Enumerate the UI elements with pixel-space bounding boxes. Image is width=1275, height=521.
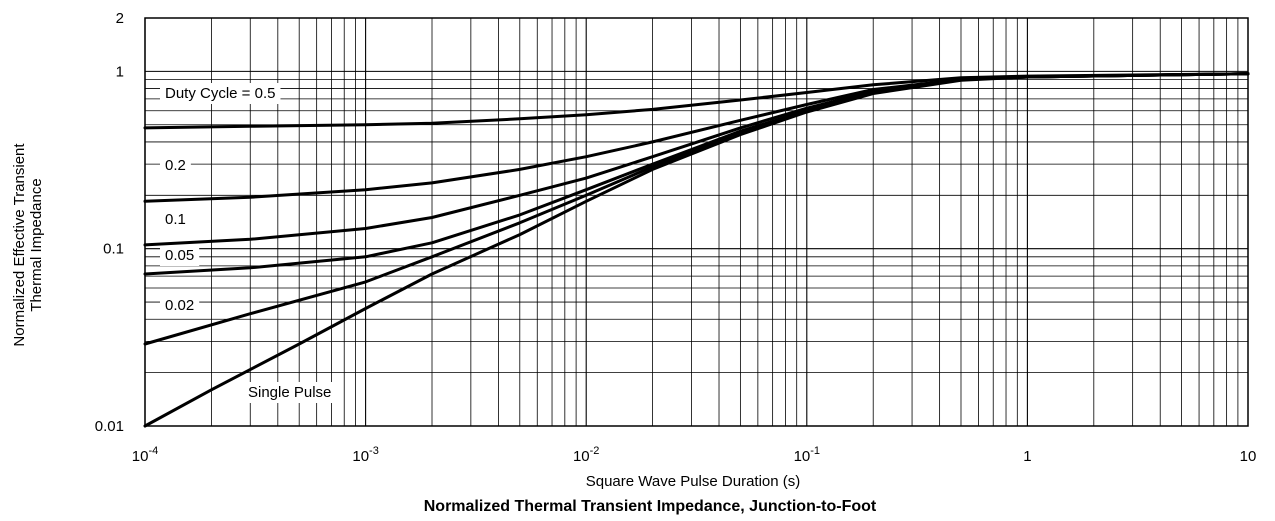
y-tick-label: 1 — [116, 63, 124, 80]
plot-frame — [144, 17, 1249, 427]
series-line-1 — [143, 72, 1250, 203]
grid — [144, 18, 1248, 426]
series-label-5: Single Pulse — [248, 384, 331, 401]
series-label-bg-5 — [243, 382, 337, 403]
series-label-3: 0.05 — [165, 247, 194, 264]
series-label-bg-4 — [160, 295, 200, 316]
x-tick-labels: 10-4 10-3 10-2 10-1 1 10 — [132, 445, 1257, 465]
y-axis-label-line-2: Thermal Impedance — [28, 178, 45, 311]
y-tick-labels: 0.01 0.1 1 2 — [95, 10, 124, 435]
series-label-bg-3 — [160, 245, 200, 266]
x-tick-label: 10-2 — [573, 445, 599, 465]
series-line-2 — [143, 72, 1250, 247]
series-line-4 — [143, 72, 1250, 346]
y-tick-label: 2 — [116, 10, 124, 27]
series-label-2: 0.1 — [165, 211, 186, 228]
series-label-bg-1 — [160, 155, 191, 176]
chart-title: Normalized Thermal Transient Impedance, … — [424, 498, 877, 515]
series-line-0 — [143, 72, 1250, 130]
x-tick-label: 1 — [1023, 448, 1031, 465]
x-tick-label: 10-3 — [352, 445, 378, 465]
y-tick-label: 0.01 — [95, 418, 124, 435]
x-tick-label: 10 — [1240, 448, 1257, 465]
y-axis-label-line-1: Normalized Effective Transient — [11, 143, 28, 347]
series-label-1: 0.2 — [165, 157, 186, 174]
x-axis-label: Square Wave Pulse Duration (s) — [586, 473, 801, 490]
x-tick-label: 10-1 — [794, 445, 820, 465]
x-tick-label: 10-4 — [132, 445, 158, 465]
series-label-0: Duty Cycle = 0.5 — [165, 85, 275, 102]
series-labels: Duty Cycle = 0.5 0.2 0.1 0.05 0.02 Single Pul… — [165, 85, 331, 401]
y-tick-label: 0.1 — [103, 241, 124, 258]
series-line-5 — [143, 72, 1250, 428]
series-lines — [143, 72, 1250, 428]
series-label-4: 0.02 — [165, 297, 194, 314]
series-label-bg-0 — [160, 83, 281, 104]
series-label-backgrounds — [160, 83, 337, 403]
series-label-bg-2 — [160, 209, 191, 230]
